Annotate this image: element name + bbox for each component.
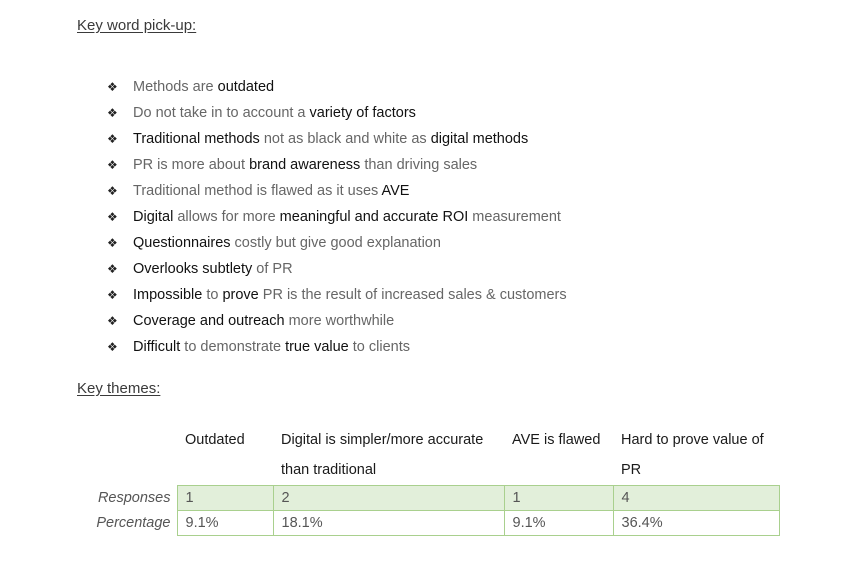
list-item: ❖ Difficult to demonstrate true value to … <box>107 337 567 363</box>
table-cell: 1 <box>503 485 614 511</box>
diamond-bullet-icon: ❖ <box>107 340 118 354</box>
bullet-text-segment: measurement <box>468 209 561 225</box>
diamond-bullet-icon: ❖ <box>107 236 118 250</box>
table-header-row: Outdated Digital is simpler/more accurat… <box>77 425 779 486</box>
keyword-list: ❖ Methods are outdated ❖ Do not take in to… <box>107 77 567 363</box>
bullet-text-segment: than driving sales <box>360 157 478 173</box>
diamond-bullet-icon: ❖ <box>107 314 118 328</box>
keyword-text: variety of factors <box>309 105 416 121</box>
list-item: ❖ Digital allows for more meaningful and … <box>107 207 567 233</box>
diamond-bullet-icon: ❖ <box>107 262 118 276</box>
bullet-text: Traditional methods not as black and whi… <box>133 129 528 149</box>
list-item: ❖ Coverage and outreach more worthwhile <box>107 311 567 337</box>
row-label: Percentage <box>96 515 171 531</box>
list-item: ❖ Questionnaires costly but give good exp… <box>107 233 567 259</box>
bullet-text: Questionnaires costly but give good expl… <box>133 233 441 253</box>
table-cell: 4 <box>612 485 780 511</box>
bullet-text-segment: not as black and white as <box>259 131 431 147</box>
column-header: AVE is flawed <box>512 432 601 448</box>
bullet-text: Difficult to demonstrate true value to c… <box>133 337 410 357</box>
keyword-text: brand awareness <box>249 157 361 173</box>
diamond-bullet-icon: ❖ <box>107 210 118 224</box>
bullet-text: PR is more about brand awareness than dr… <box>133 155 477 175</box>
diamond-bullet-icon: ❖ <box>107 132 118 146</box>
bullet-text: Methods are outdated <box>133 77 274 97</box>
list-item: ❖ Methods are outdated <box>107 77 567 103</box>
diamond-bullet-icon: ❖ <box>107 80 118 94</box>
key-word-heading: Key word pick-up: <box>77 17 197 34</box>
bullet-text-segment: PR is more about <box>133 157 250 173</box>
bullet-text-segment: Methods are <box>133 79 218 95</box>
key-themes-heading: Key themes: <box>77 380 161 397</box>
keyword-text: Difficult <box>133 339 181 355</box>
table-cell: 1 <box>176 485 274 511</box>
column-header: Digital is simpler/more accurate than tr… <box>281 432 484 478</box>
diamond-bullet-icon: ❖ <box>107 158 118 172</box>
bullet-text-segment: more worthwhile <box>284 313 395 329</box>
themes-table: Outdated Digital is simpler/more accurat… <box>77 425 780 536</box>
table-row: Percentage 9.1% 18.1% 9.1% 36.4% <box>77 510 780 536</box>
list-item: ❖ Do not take in to account a variety of … <box>107 103 567 129</box>
table-cell: 9.1% <box>176 510 274 536</box>
keyword-text: Digital <box>133 209 174 225</box>
keyword-text: Traditional methods <box>133 131 260 147</box>
diamond-bullet-icon: ❖ <box>107 106 118 120</box>
row-label: Responses <box>97 490 171 506</box>
bullet-text-segment: costly but give good explanation <box>230 235 441 251</box>
bullet-text: Overlooks subtlety of PR <box>133 259 293 279</box>
bullet-text-segment: Traditional method is flawed as it uses <box>133 183 382 199</box>
keyword-text: digital methods <box>430 131 529 147</box>
table-cell: 36.4% <box>612 510 780 536</box>
keyword-text: outdated <box>217 79 275 95</box>
table-corner <box>77 425 177 486</box>
keyword-text: AVE <box>381 183 410 199</box>
bullet-text-segment: allows for more <box>173 209 280 225</box>
bullet-text-segment: to demonstrate <box>180 339 286 355</box>
bullet-text: Coverage and outreach more worthwhile <box>133 311 394 331</box>
bullet-text: Do not take in to account a variety of f… <box>133 103 416 123</box>
bullet-text: Traditional method is flawed as it uses … <box>133 181 409 201</box>
bullet-text-segment: to clients <box>348 339 410 355</box>
table-row: Responses 1 2 1 4 <box>77 485 780 511</box>
bullet-text-segment: Do not take in to account a <box>133 105 310 121</box>
table-cell: 9.1% <box>503 510 614 536</box>
diamond-bullet-icon: ❖ <box>107 184 118 198</box>
keyword-text: meaningful and accurate ROI <box>279 209 469 225</box>
list-item: ❖ Traditional methods not as black and wh… <box>107 129 567 155</box>
table-cell: 2 <box>272 485 505 511</box>
keyword-text: Coverage and outreach <box>133 313 285 329</box>
keyword-text: Impossible <box>133 287 203 303</box>
keyword-text: prove <box>222 287 259 303</box>
diamond-bullet-icon: ❖ <box>107 288 118 302</box>
list-item: ❖ Traditional method is flawed as it uses… <box>107 181 567 207</box>
bullet-text: Impossible to prove PR is the result of … <box>133 285 567 305</box>
bullet-text: Digital allows for more meaningful and a… <box>133 207 561 227</box>
list-item: ❖ PR is more about brand awareness than d… <box>107 155 567 181</box>
bullet-text-segment: of PR <box>252 261 293 277</box>
list-item: ❖ Overlooks subtlety of PR <box>107 259 567 285</box>
list-item: ❖ Impossible to prove PR is the result of… <box>107 285 567 311</box>
keyword-text: Questionnaires <box>133 235 231 251</box>
table-cell: 18.1% <box>272 510 505 536</box>
keyword-text: true value <box>285 339 349 355</box>
column-header: Hard to prove value of PR <box>621 432 764 478</box>
column-header: Outdated <box>185 432 245 448</box>
bullet-text-segment: PR is the result of increased sales & cu… <box>258 287 567 303</box>
bullet-text-segment: to <box>202 287 223 303</box>
keyword-text: Overlooks subtlety <box>133 261 253 277</box>
